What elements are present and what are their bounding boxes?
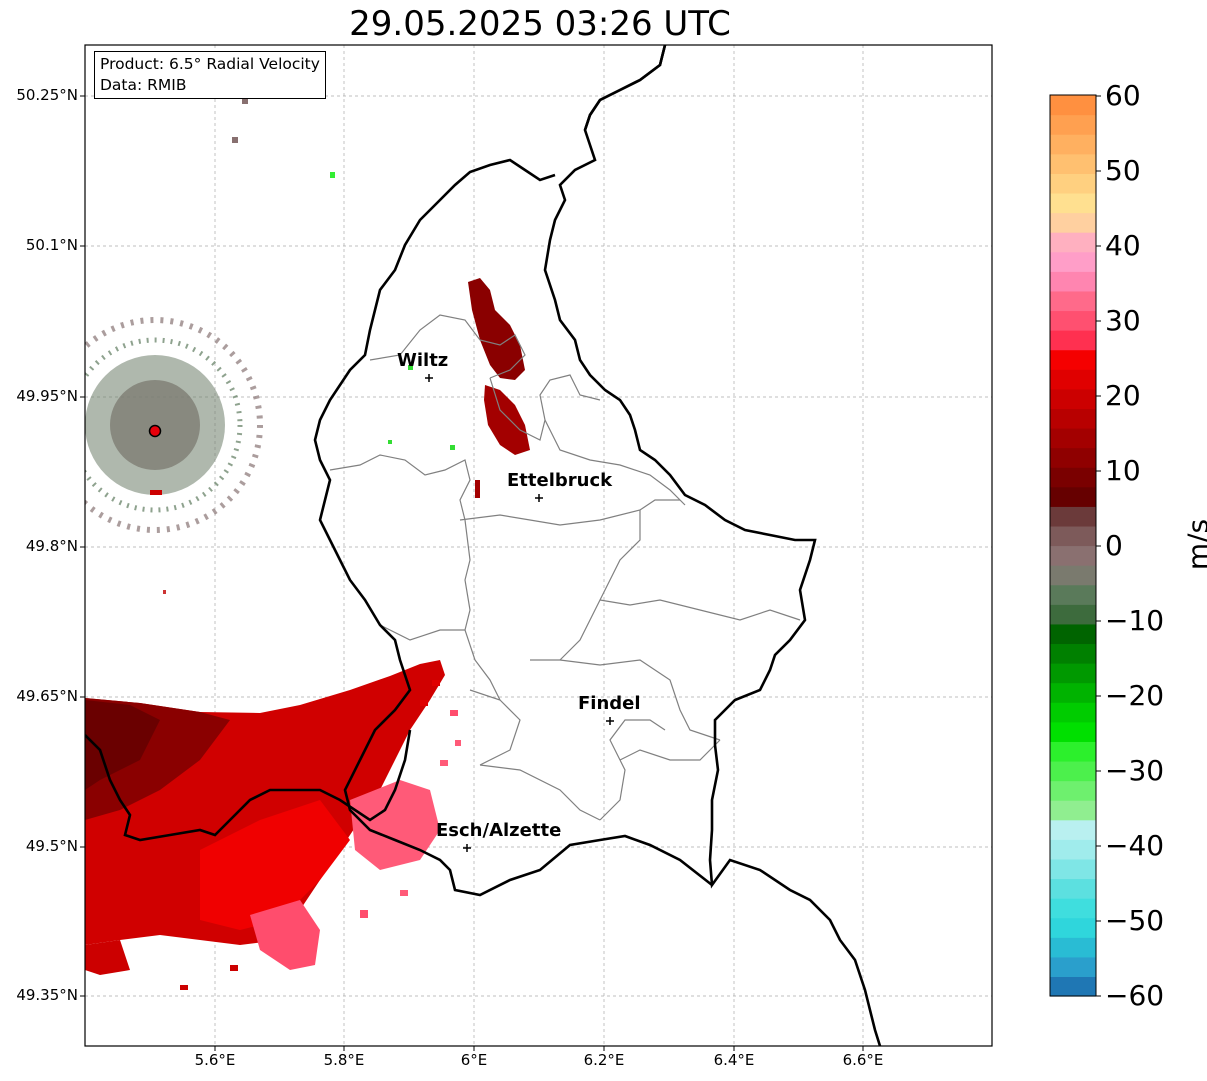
colorbar-segment [1050, 937, 1096, 958]
colorbar-tick-label: 50 [1105, 154, 1141, 187]
colorbar-segment [1050, 702, 1096, 723]
colorbar-segment [1050, 153, 1096, 174]
city-label-wiltz: Wiltz [397, 350, 449, 371]
lon-tick-label: 6.2°E [583, 1051, 625, 1069]
colorbar-tick-label: 10 [1105, 454, 1141, 487]
colorbar-segment [1050, 663, 1096, 684]
velocity-echo-southwest [85, 660, 461, 990]
colorbar-segment [1050, 976, 1096, 997]
lat-tick-label: 49.35°N [16, 986, 78, 1004]
colorbar-tick-label: 20 [1105, 379, 1141, 412]
lat-tick-label: 49.65°N [16, 687, 78, 705]
colorbar-segment [1050, 623, 1096, 645]
colorbar-tick-label: 0 [1105, 529, 1123, 562]
city-markers [425, 374, 614, 852]
colorbar-segment [1050, 232, 1096, 253]
colorbar-segment [1050, 467, 1096, 488]
colorbar-segment [1050, 741, 1096, 762]
lon-tick-label: 6.6°E [842, 1051, 884, 1069]
colorbar-segment [1050, 584, 1096, 605]
city-label-esch-alzette: Esch/Alzette [436, 820, 562, 841]
colorbar-segment [1050, 506, 1096, 527]
colorbar-segment [1050, 760, 1096, 782]
colorbar-segment [1050, 486, 1096, 507]
colorbar-segment [1050, 330, 1096, 351]
product-label: Product: 6.5° Radial Velocity [100, 55, 320, 73]
colorbar-segment [1050, 251, 1096, 272]
lon-tick-label: 6°E [460, 1051, 488, 1069]
colorbar-segment [1050, 349, 1096, 370]
colorbar [1050, 95, 1096, 997]
colorbar-segment [1050, 917, 1096, 938]
colorbar-segment [1050, 173, 1096, 194]
colorbar-tick-label: −40 [1105, 829, 1165, 862]
colorbar-segment [1050, 565, 1096, 586]
colorbar-tick-label: −20 [1105, 679, 1165, 712]
radar-site-marker [148, 424, 162, 438]
data-source-label: Data: RMIB [100, 76, 187, 94]
colorbar-segment [1050, 369, 1096, 390]
lon-tick-label: 5.8°E [323, 1051, 365, 1069]
colorbar-segment [1050, 604, 1096, 625]
colorbar-segment [1050, 780, 1096, 801]
city-label-ettelbruck: Ettelbruck [507, 470, 613, 491]
national-borders [85, 45, 882, 1046]
colorbar-segment [1050, 839, 1096, 860]
colorbar-segment [1050, 114, 1096, 135]
colorbar-tick-label: −60 [1105, 979, 1165, 1012]
colorbar-tick-label: 60 [1105, 79, 1141, 112]
colorbar-segment [1050, 408, 1096, 429]
lat-tick-label: 49.95°N [16, 387, 78, 405]
colorbar-segment [1050, 192, 1096, 214]
colorbar-segment [1050, 800, 1096, 821]
colorbar-segment [1050, 898, 1096, 919]
plot-frame [84, 44, 993, 1047]
colorbar-segment [1050, 956, 1096, 978]
colorbar-segment [1050, 271, 1096, 292]
colorbar-segment [1050, 290, 1096, 312]
lon-tick-label: 5.6°E [194, 1051, 236, 1069]
colorbar-segment [1050, 134, 1096, 155]
colorbar-tick-label: 40 [1105, 229, 1141, 262]
colorbar-tick-label: −30 [1105, 754, 1165, 787]
colorbar-tick-label: −50 [1105, 904, 1165, 937]
colorbar-segment [1050, 545, 1096, 566]
colorbar-segment [1050, 878, 1096, 899]
colorbar-segment [1050, 95, 1096, 116]
lon-tick-label: 6.4°E [713, 1051, 755, 1069]
colorbar-segment [1050, 447, 1096, 468]
lat-tick-label: 49.8°N [25, 537, 78, 555]
radar-clutter [85, 98, 335, 594]
colorbar-segment [1050, 643, 1096, 664]
velocity-echo-north [388, 278, 530, 498]
colorbar-segment [1050, 388, 1096, 409]
colorbar-segment [1050, 858, 1096, 880]
colorbar-tick-label: 30 [1105, 304, 1141, 337]
map-title: 29.05.2025 03:26 UTC [349, 4, 731, 44]
lat-tick-label: 50.25°N [16, 86, 78, 104]
lat-tick-label: 49.5°N [25, 837, 78, 855]
colorbar-segment [1050, 310, 1096, 331]
colorbar-segment [1050, 212, 1096, 233]
colorbar-segment [1050, 721, 1096, 742]
colorbar-unit-label: m/s [1181, 518, 1207, 571]
colorbar-segment [1050, 525, 1096, 547]
colorbar-segment [1050, 682, 1096, 703]
lat-tick-label: 50.1°N [25, 236, 78, 254]
canton-borders [329, 314, 801, 821]
colorbar-tick-label: −10 [1105, 604, 1165, 637]
colorbar-segment [1050, 427, 1096, 449]
colorbar-segment [1050, 819, 1096, 840]
city-label-findel: Findel [578, 693, 641, 714]
product-info-box: Product: 6.5° Radial Velocity Data: RMIB [94, 51, 326, 99]
